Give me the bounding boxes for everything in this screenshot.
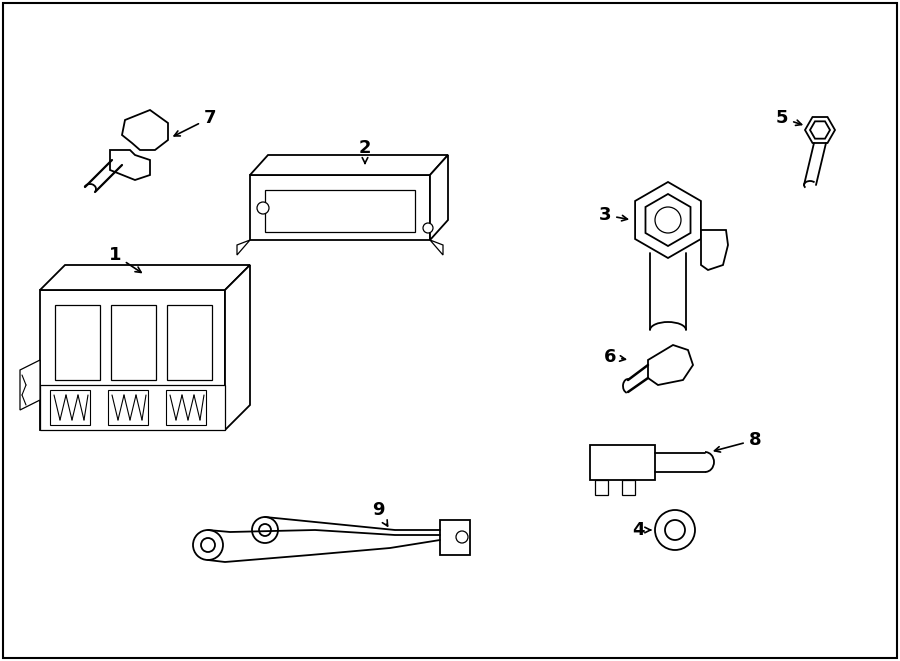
Polygon shape	[635, 182, 701, 258]
Circle shape	[252, 517, 278, 543]
Text: 7: 7	[175, 109, 216, 136]
Polygon shape	[122, 110, 168, 150]
Polygon shape	[810, 122, 830, 139]
Circle shape	[257, 202, 269, 214]
Circle shape	[655, 207, 681, 233]
Polygon shape	[430, 240, 443, 255]
Polygon shape	[237, 240, 250, 255]
Polygon shape	[265, 190, 415, 232]
Text: 1: 1	[109, 246, 141, 272]
Polygon shape	[40, 385, 225, 430]
Polygon shape	[645, 194, 690, 246]
Text: 5: 5	[776, 109, 802, 127]
Text: 4: 4	[632, 521, 651, 539]
Text: 9: 9	[372, 501, 388, 526]
Polygon shape	[110, 150, 150, 180]
Circle shape	[665, 520, 685, 540]
Text: 6: 6	[604, 348, 626, 366]
Circle shape	[655, 510, 695, 550]
Polygon shape	[622, 480, 635, 495]
Polygon shape	[40, 265, 250, 290]
Circle shape	[423, 223, 433, 233]
Polygon shape	[50, 390, 90, 425]
Circle shape	[456, 531, 468, 543]
Text: 3: 3	[598, 206, 627, 224]
Polygon shape	[167, 305, 212, 380]
Polygon shape	[440, 520, 470, 555]
Text: 8: 8	[715, 431, 761, 452]
Polygon shape	[108, 390, 148, 425]
Polygon shape	[430, 155, 448, 240]
Polygon shape	[250, 155, 448, 175]
Polygon shape	[40, 290, 225, 430]
Polygon shape	[111, 305, 156, 380]
Polygon shape	[20, 360, 40, 410]
Circle shape	[193, 530, 223, 560]
Polygon shape	[590, 445, 655, 480]
Polygon shape	[166, 390, 206, 425]
Polygon shape	[805, 117, 835, 143]
Polygon shape	[225, 265, 250, 430]
Polygon shape	[648, 345, 693, 385]
Polygon shape	[250, 175, 430, 240]
Text: 2: 2	[359, 139, 371, 163]
Polygon shape	[595, 480, 608, 495]
Circle shape	[201, 538, 215, 552]
Polygon shape	[55, 305, 100, 380]
Polygon shape	[701, 230, 728, 270]
Circle shape	[259, 524, 271, 536]
